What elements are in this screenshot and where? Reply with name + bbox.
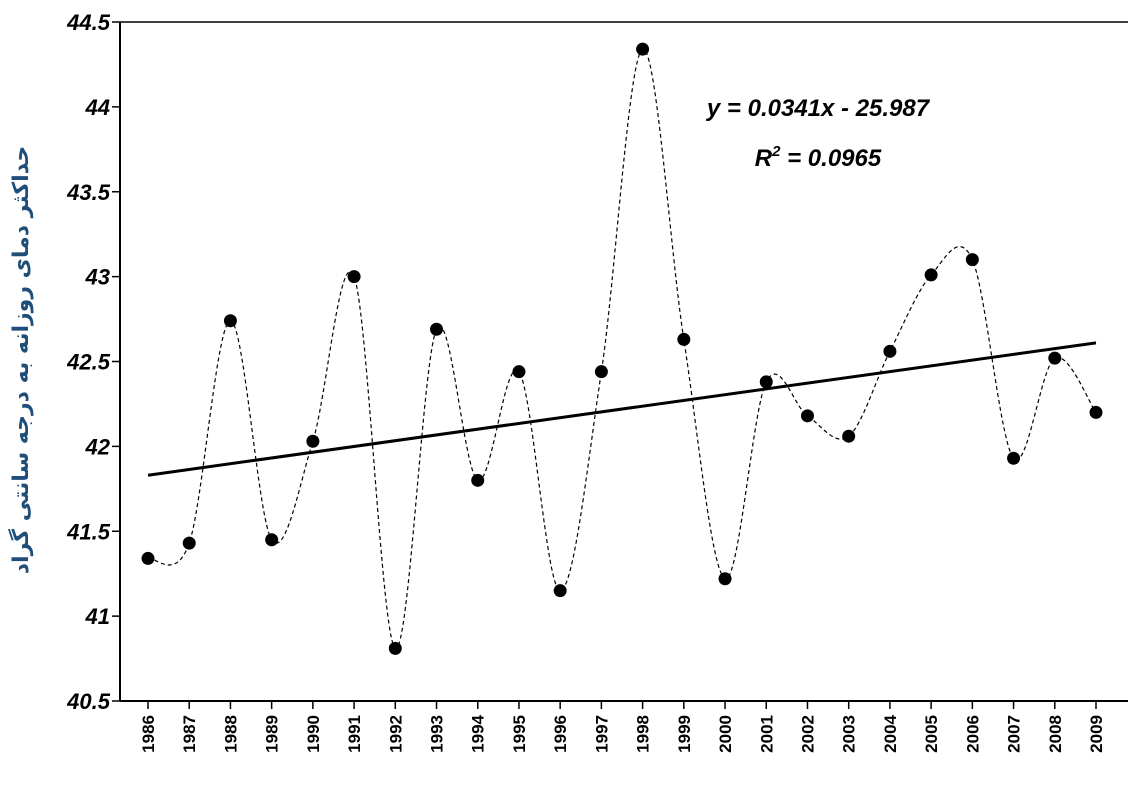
data-point-2004 <box>883 344 897 358</box>
x-tick-label: 1999 <box>675 715 694 753</box>
data-point-1997 <box>594 365 608 379</box>
data-point-1988 <box>223 314 237 328</box>
x-tick-label: 1991 <box>345 715 364 753</box>
x-tick-label: 2008 <box>1046 715 1065 753</box>
data-point-1991 <box>347 270 361 284</box>
x-tick-label: 1996 <box>551 715 570 753</box>
data-point-1987 <box>182 536 196 550</box>
data-point-2000 <box>718 572 732 586</box>
trendline-equation: y = 0.0341x - 25.987 <box>706 95 931 122</box>
data-point-1990 <box>306 434 320 448</box>
data-point-1989 <box>265 533 279 547</box>
data-point-1992 <box>388 641 402 655</box>
x-tick-label: 1998 <box>634 715 653 753</box>
x-tick-label: 2007 <box>1005 715 1024 753</box>
x-tick-label: 1993 <box>428 715 447 753</box>
x-tick-label: 2000 <box>716 715 735 753</box>
x-tick-label: 1997 <box>592 715 611 753</box>
data-point-2005 <box>924 268 938 282</box>
data-point-1996 <box>553 584 567 598</box>
y-tick-label: 41 <box>85 604 110 629</box>
data-point-2003 <box>842 429 856 443</box>
x-tick-label: 1987 <box>180 715 199 753</box>
data-point-2008 <box>1048 351 1062 365</box>
x-tick-label: 2001 <box>757 715 776 753</box>
data-point-1994 <box>471 473 485 487</box>
series-line <box>147 48 1097 650</box>
y-tick-label: 44 <box>85 95 110 120</box>
r-squared-value: = 0.0965 <box>780 145 881 172</box>
trendline <box>147 341 1097 477</box>
y-axis-label: حداکثر دمای روزانه به درجه سانتی گراد <box>7 146 34 574</box>
data-point-1986 <box>141 551 155 565</box>
x-tick-label: 2006 <box>963 715 982 753</box>
data-point-2002 <box>800 409 814 423</box>
x-tick-label: 1989 <box>263 715 282 753</box>
data-point-2006 <box>965 253 979 267</box>
y-tick-label: 43.5 <box>66 180 111 205</box>
data-point-2009 <box>1089 405 1103 419</box>
x-tick-label: 2009 <box>1087 715 1106 753</box>
y-tick-label: 43 <box>85 265 110 290</box>
data-point-1999 <box>677 332 691 346</box>
data-point-1998 <box>636 42 650 56</box>
x-tick-label: 1992 <box>386 715 405 753</box>
x-tick-label: 2002 <box>798 715 817 753</box>
data-point-2001 <box>759 375 773 389</box>
x-tick-label: 2004 <box>881 714 900 752</box>
x-tick-label: 1988 <box>221 715 240 753</box>
y-tick-label: 41.5 <box>66 519 111 544</box>
x-tick-label: 1994 <box>469 714 488 752</box>
r-squared-label: R2 = 0.0965 <box>755 143 882 172</box>
data-point-1995 <box>512 365 526 379</box>
x-tick-label: 1986 <box>139 715 158 753</box>
r-squared-symbol: R <box>755 145 773 172</box>
y-tick-label: 42 <box>85 434 111 459</box>
x-tick-label: 2005 <box>922 715 941 753</box>
x-tick-label: 1995 <box>510 715 529 753</box>
data-point-1993 <box>430 322 444 336</box>
data-point-2007 <box>1007 451 1021 465</box>
x-tick-label: 1990 <box>304 715 323 753</box>
y-tick-label: 40.5 <box>66 689 111 714</box>
r-squared-superscript: 2 <box>771 143 781 160</box>
y-tick-label: 42.5 <box>66 350 111 375</box>
y-tick-label: 44.5 <box>66 10 111 35</box>
x-tick-label: 2003 <box>840 715 859 753</box>
